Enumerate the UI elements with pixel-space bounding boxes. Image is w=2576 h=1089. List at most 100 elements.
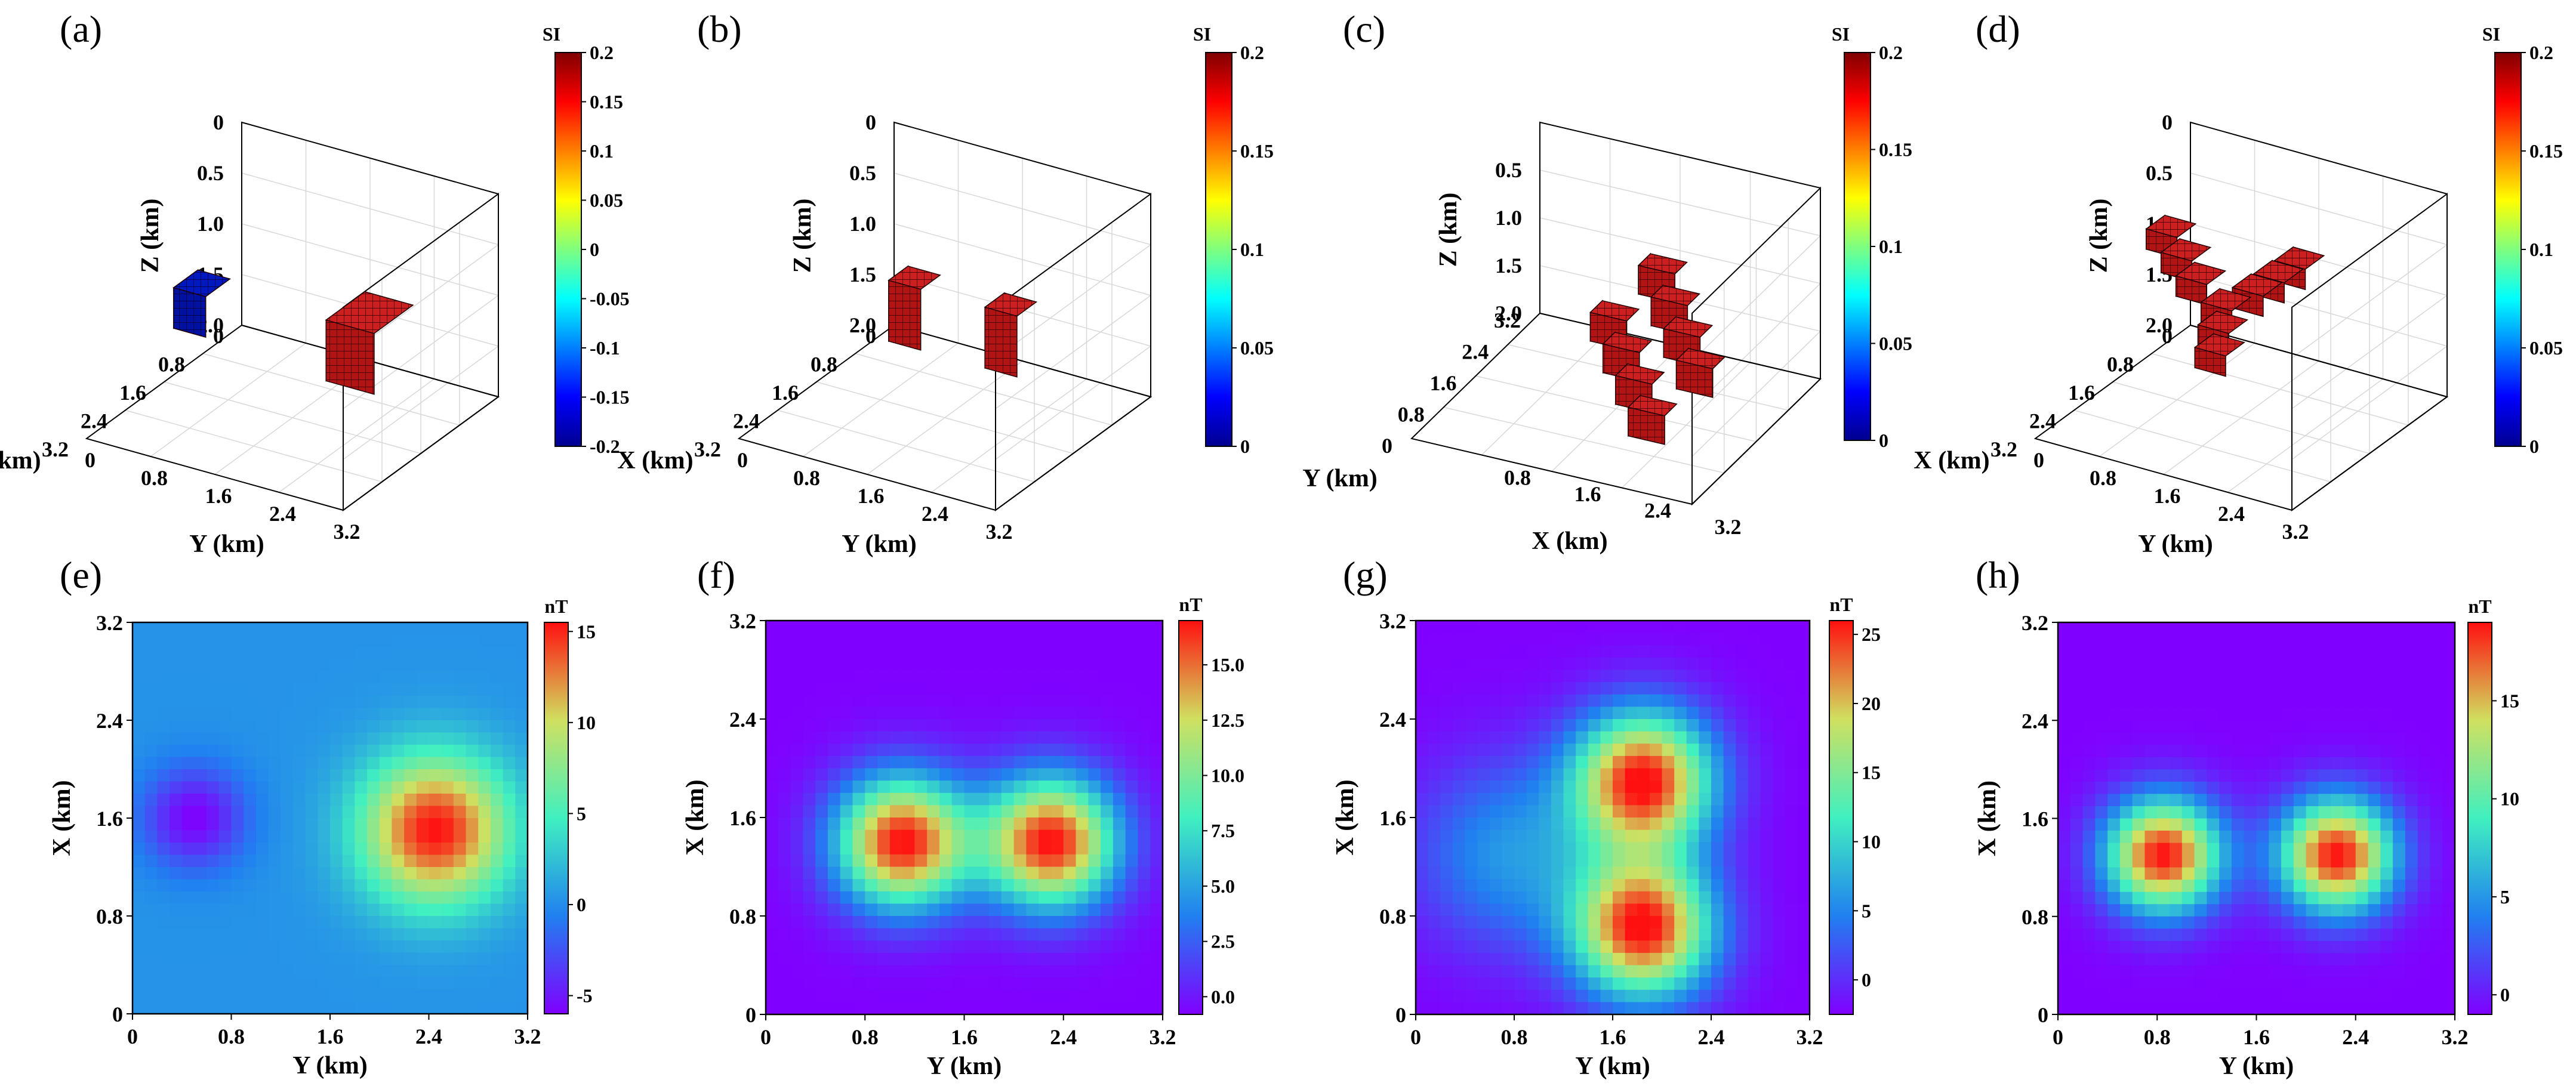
heatmap-cell bbox=[1551, 657, 1564, 671]
heatmap-cell bbox=[877, 940, 890, 954]
heatmap-cell bbox=[1452, 719, 1466, 732]
heatmap-cell bbox=[2070, 977, 2084, 991]
heatmap-cell bbox=[1711, 952, 1724, 966]
heatmap-cell bbox=[1797, 682, 1810, 695]
heatmap-cell bbox=[207, 940, 220, 954]
heatmap-cell bbox=[1428, 768, 1441, 781]
heatmap-cell bbox=[1748, 755, 1761, 769]
z-tick-label: 2.0 bbox=[2146, 313, 2173, 337]
heatmap-cell bbox=[2318, 745, 2331, 758]
heatmap-cell bbox=[1551, 903, 1564, 917]
heatmap-cell bbox=[1637, 670, 1650, 683]
heatmap-cell bbox=[2119, 818, 2133, 831]
heatmap-cell bbox=[255, 952, 269, 965]
heatmap-cell bbox=[1736, 977, 1749, 991]
heatmap-cell bbox=[939, 817, 953, 831]
heatmap-cell bbox=[441, 830, 454, 843]
heatmap-cell bbox=[1736, 866, 1749, 880]
heatmap-cell bbox=[2318, 953, 2331, 966]
heatmap-cell bbox=[1723, 780, 1736, 794]
heatmap-cell bbox=[404, 928, 417, 941]
heatmap-cell bbox=[2231, 880, 2245, 893]
heatmap-cell bbox=[1477, 707, 1490, 720]
heatmap-cell bbox=[2194, 831, 2207, 844]
heatmap-cell bbox=[466, 647, 479, 660]
heatmap-cell bbox=[1649, 755, 1663, 769]
heatmap-cell bbox=[244, 965, 257, 978]
heatmap-cell bbox=[2058, 757, 2071, 770]
heatmap-cell bbox=[181, 952, 195, 965]
heatmap-cell bbox=[2430, 769, 2443, 782]
heatmap-cell bbox=[1625, 744, 1638, 757]
heatmap-cell bbox=[2194, 1002, 2207, 1015]
heatmap-cell bbox=[170, 647, 183, 660]
colorbar-label: nT bbox=[544, 596, 568, 617]
heatmap-cell bbox=[2219, 781, 2232, 795]
heatmap-cell bbox=[218, 854, 232, 868]
heatmap-cell bbox=[1113, 768, 1126, 781]
heatmap-cell bbox=[1563, 977, 1576, 991]
heatmap-cell bbox=[2318, 904, 2331, 917]
heatmap-cell bbox=[976, 657, 990, 671]
heatmap-cell bbox=[157, 989, 170, 1002]
heatmap-cell bbox=[2256, 977, 2269, 991]
heatmap-cell bbox=[1674, 755, 1687, 769]
heatmap-cell bbox=[181, 830, 195, 843]
heatmap-cell bbox=[989, 682, 1002, 695]
heatmap-cell bbox=[927, 879, 940, 892]
heatmap-cell bbox=[1625, 989, 1638, 1002]
heatmap-cell bbox=[2157, 806, 2170, 819]
heatmap-cell bbox=[392, 757, 405, 770]
heatmap-cell bbox=[2157, 989, 2170, 1003]
heatmap-cell bbox=[330, 683, 343, 696]
heatmap-cell bbox=[865, 694, 878, 707]
heatmap-cell bbox=[1088, 817, 1101, 831]
heatmap-cell bbox=[2430, 683, 2443, 696]
heatmap-cell bbox=[515, 745, 528, 758]
heatmap-cell bbox=[2119, 769, 2133, 782]
heatmap-cell bbox=[803, 621, 816, 634]
heatmap-cell bbox=[1539, 965, 1552, 978]
heatmap-cell bbox=[490, 757, 504, 770]
heatmap-cell bbox=[2318, 928, 2331, 942]
heatmap-cell bbox=[2355, 659, 2369, 672]
heatmap-cell bbox=[1150, 621, 1163, 634]
z-tick-label: 0 bbox=[2162, 110, 2173, 134]
colorbar: SI0.20.150.10.050 bbox=[2482, 23, 2563, 457]
heatmap-cell bbox=[342, 732, 355, 745]
heatmap-cell bbox=[1662, 817, 1675, 831]
heatmap-cell bbox=[2293, 794, 2307, 807]
heatmap-cell bbox=[827, 670, 841, 683]
heatmap-cell bbox=[790, 780, 803, 794]
heatmap-cell bbox=[2331, 831, 2344, 844]
heatmap-cell bbox=[2393, 880, 2406, 893]
heatmap-cell bbox=[1674, 645, 1687, 658]
heatmap-cell bbox=[1138, 928, 1151, 941]
colorbar-tick-label: 0 bbox=[2500, 984, 2510, 1005]
heatmap-cell bbox=[416, 989, 430, 1002]
heatmap-cell bbox=[1039, 854, 1052, 868]
heatmap-cell bbox=[1699, 916, 1712, 929]
heatmap-cell bbox=[778, 805, 791, 818]
heatmap-cell bbox=[2442, 940, 2455, 954]
heatmap-cell bbox=[379, 745, 393, 758]
heatmap-cell bbox=[453, 1001, 467, 1014]
heatmap-cell bbox=[194, 732, 207, 745]
heatmap-cell bbox=[2355, 647, 2369, 660]
heatmap-cell bbox=[2368, 622, 2381, 635]
heatmap-cell bbox=[355, 696, 368, 709]
heatmap-cell bbox=[318, 843, 331, 856]
heatmap-cell bbox=[194, 916, 207, 929]
heatmap-cell bbox=[1502, 755, 1515, 769]
heatmap-cell bbox=[2170, 867, 2183, 880]
heatmap-cell bbox=[379, 757, 393, 770]
heatmap-cell bbox=[1748, 854, 1761, 868]
heatmap-cell bbox=[889, 621, 903, 634]
colorbar-label: nT bbox=[2468, 596, 2491, 617]
grid-line bbox=[2227, 378, 2383, 493]
heatmap-cell bbox=[429, 843, 442, 856]
heatmap-cell bbox=[503, 977, 516, 990]
heatmap-cell bbox=[478, 794, 491, 807]
heatmap-cell bbox=[318, 659, 331, 672]
